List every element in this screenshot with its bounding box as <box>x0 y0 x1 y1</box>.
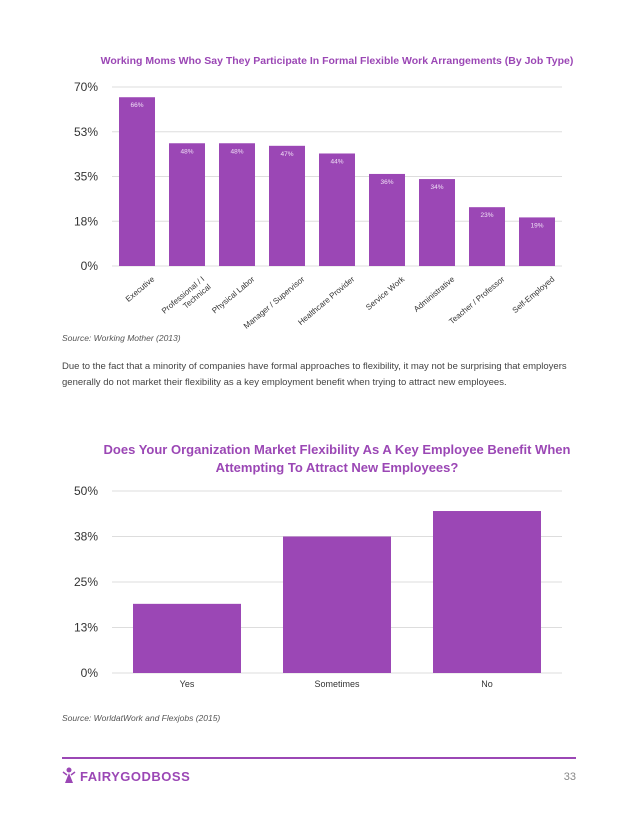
fairy-icon <box>62 767 76 783</box>
chart1-x-tick-label: Healthcare Provider <box>296 274 356 327</box>
chart1-data-label: 48% <box>230 148 243 155</box>
chart2-y-tick-label: 50% <box>74 484 98 498</box>
body-paragraph: Due to the fact that a minority of compa… <box>62 361 567 388</box>
chart1-data-label: 34% <box>430 184 443 191</box>
chart1-bar <box>169 143 205 266</box>
chart2-bar <box>283 536 391 673</box>
chart2-y-tick-label: 0% <box>81 666 99 680</box>
chart1-x-tick-label: Service Work <box>364 274 407 312</box>
chart1-data-label: 66% <box>130 102 143 109</box>
chart1-data-label: 48% <box>180 148 193 155</box>
chart2-bar <box>433 511 541 673</box>
chart2-x-tick-label: Yes <box>180 679 195 689</box>
chart2-title-line: Attempting To Attract New Employees? <box>216 460 459 475</box>
chart-market-flexibility-svg: Does Your Organization Market Flexibilit… <box>74 442 571 689</box>
chart2-y-tick-label: 38% <box>74 530 98 544</box>
chart1-y-tick-label: 53% <box>74 125 98 139</box>
footer-divider <box>62 757 576 759</box>
chart1-y-tick-label: 18% <box>74 214 98 228</box>
chart1-x-tick-label: Physical Labor <box>210 274 256 315</box>
logo: FAIRYGODBOSS <box>62 767 190 785</box>
source-note-1: Source: Working Mother (2013) <box>62 333 181 343</box>
chart1-x-tick-label: Executive <box>124 274 157 304</box>
chart1-bar <box>119 97 155 266</box>
chart1-bar <box>519 217 555 266</box>
chart1-bar <box>269 145 305 266</box>
page-number: 33 <box>563 771 576 783</box>
chart1-y-tick-label: 0% <box>81 259 99 273</box>
chart1-data-label: 36% <box>380 179 393 186</box>
chart2-y-tick-label: 13% <box>74 621 98 635</box>
chart2-title-line: Does Your Organization Market Flexibilit… <box>104 442 571 457</box>
chart1-bar <box>319 153 355 266</box>
chart1-data-label: 23% <box>480 212 493 219</box>
chart2-y-tick-label: 25% <box>74 575 98 589</box>
chart1-title: Working Moms Who Say They Participate In… <box>101 55 574 67</box>
chart-market-flexibility: Does Your Organization Market Flexibilit… <box>0 430 638 700</box>
chart2-x-tick-label: No <box>481 679 493 689</box>
chart1-bar <box>219 143 255 266</box>
chart1-x-tick-label: Teacher / Professor <box>447 274 506 326</box>
chart-job-type: Working Moms Who Say They Participate In… <box>0 40 638 340</box>
chart2-x-tick-label: Sometimes <box>314 679 360 689</box>
chart1-x-tick-label: Professional / ITechnical <box>160 274 213 323</box>
chart1-y-tick-label: 70% <box>74 80 98 94</box>
chart1-x-tick-label: Administrative <box>412 274 457 314</box>
chart1-bar <box>469 207 505 266</box>
source-note-2: Source: WorldatWork and Flexjobs (2015) <box>62 713 221 723</box>
chart-job-type-svg: Working Moms Who Say They Participate In… <box>74 55 574 331</box>
chart1-y-tick-label: 35% <box>74 170 98 184</box>
chart1-bar <box>419 179 455 266</box>
chart1-bar <box>369 173 405 266</box>
chart2-bar <box>133 603 241 673</box>
logo-text: FAIRYGODBOSS <box>80 768 191 784</box>
chart1-data-label: 19% <box>530 222 543 229</box>
chart1-x-tick-label: Self-Employed <box>511 275 557 315</box>
chart1-data-label: 47% <box>280 151 293 158</box>
chart1-data-label: 44% <box>330 158 343 165</box>
